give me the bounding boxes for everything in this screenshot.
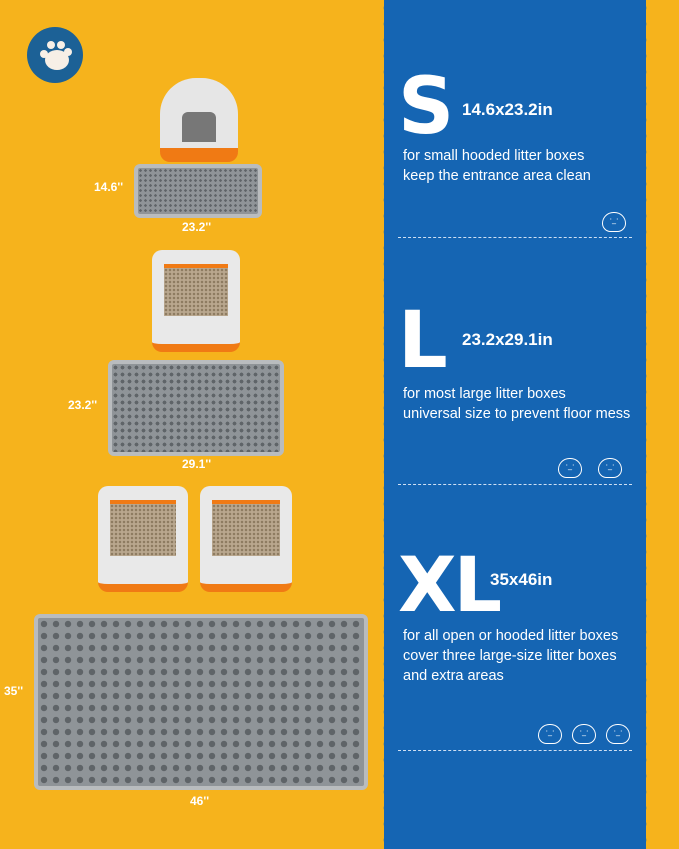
mat-xl-length: 46''	[190, 794, 210, 808]
divider	[398, 237, 632, 238]
litter-box	[200, 486, 292, 592]
size-l-dims: 23.2x29.1in	[462, 330, 553, 349]
mat-s	[134, 164, 262, 218]
litter-box	[152, 250, 240, 352]
size-s-desc: for small hooded litter boxes keep the en…	[403, 148, 591, 184]
mat-xl-width: 35''	[4, 684, 24, 698]
paw-badge	[27, 27, 83, 83]
cat-icon: ·_·	[602, 212, 626, 232]
wavy-edge	[639, 0, 653, 849]
size-letter-xl: XL	[398, 540, 502, 629]
size-l-desc: for most large litter boxes universal siz…	[403, 386, 631, 422]
cat-icon: ·_·	[598, 458, 622, 478]
hooded-litter-box	[160, 78, 238, 162]
size-s-dims: 14.6x23.2in	[462, 100, 553, 119]
info-panel	[384, 0, 646, 849]
mat-l	[108, 360, 284, 456]
mat-s-width: 14.6''	[94, 180, 124, 194]
litter-box	[98, 486, 188, 592]
cat-icon: ·_·	[558, 458, 582, 478]
mat-l-length: 29.1''	[182, 457, 212, 471]
mat-s-length: 23.2''	[182, 220, 212, 234]
divider	[398, 484, 632, 485]
cat-icon: ·_·	[572, 724, 596, 744]
paw-icon	[40, 41, 72, 70]
cat-icon: ·_·	[538, 724, 562, 744]
mat-l-width: 23.2''	[68, 398, 98, 412]
size-letter-s: S	[398, 62, 454, 152]
size-xl-dims: 35x46in	[490, 570, 553, 589]
cat-icon: ·_·	[606, 724, 630, 744]
mat-xl	[34, 614, 368, 790]
size-xl-desc: for all open or hooded litter boxes cover…	[403, 628, 619, 684]
size-letter-l: L	[398, 296, 448, 386]
wavy-edge	[377, 0, 391, 849]
divider	[398, 750, 632, 751]
